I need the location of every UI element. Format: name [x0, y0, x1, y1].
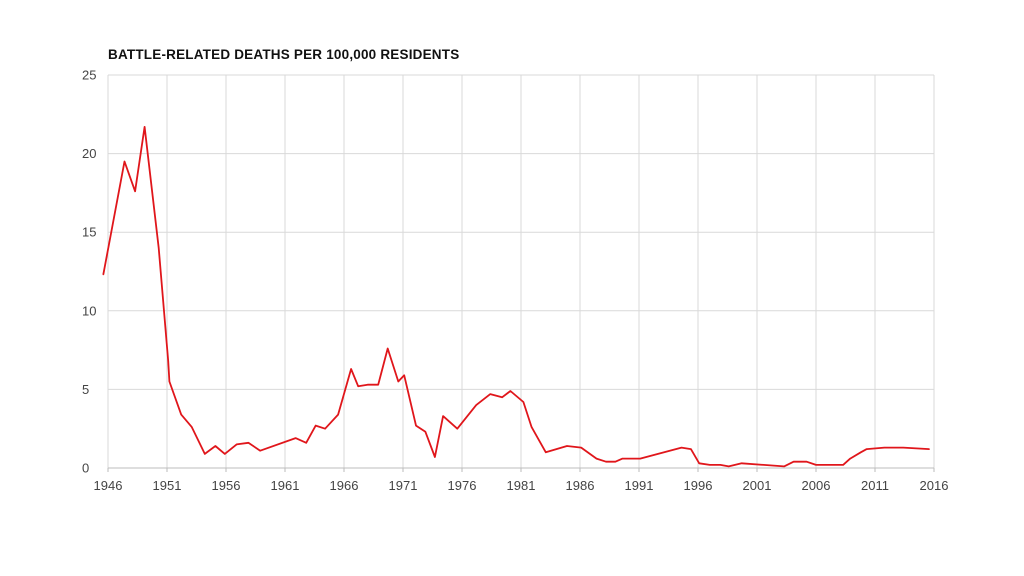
data-point	[815, 464, 817, 466]
x-tick-label: 2011	[861, 478, 889, 493]
data-point	[315, 424, 317, 427]
series-layer	[102, 126, 930, 468]
x-tick-label: 1971	[389, 478, 418, 493]
data-point	[295, 437, 297, 439]
x-tick-label: 2006	[802, 478, 831, 493]
data-point	[580, 446, 582, 449]
x-tick-label: 1961	[271, 478, 300, 493]
data-point	[134, 190, 136, 192]
data-point	[866, 448, 868, 450]
x-tick-label: 2016	[920, 478, 949, 493]
y-tick-label: 10	[82, 303, 96, 318]
data-point	[204, 453, 206, 455]
data-point	[102, 274, 104, 276]
data-point	[509, 390, 511, 392]
data-point	[337, 413, 339, 416]
y-tick-label: 5	[82, 382, 89, 397]
data-point	[522, 401, 524, 403]
series-line	[102, 126, 930, 468]
tick-labels: 0 5 10 15 20 25 1946 1951 1956 1961 1966 1971 1976 19…	[82, 68, 948, 494]
data-point	[424, 431, 427, 433]
data-point	[180, 413, 182, 416]
data-point	[545, 451, 547, 453]
data-point	[415, 424, 417, 427]
x-tick-label: 1991	[625, 478, 654, 493]
data-point	[377, 384, 379, 386]
data-point	[489, 393, 491, 395]
x-tick-label: 1966	[330, 478, 359, 493]
data-point	[387, 347, 389, 350]
chart-title: BATTLE-RELATED DEATHS PER 100,000 RESIDE…	[108, 47, 460, 62]
data-point	[805, 461, 808, 463]
data-point	[902, 446, 904, 449]
data-point	[595, 457, 598, 460]
y-tick-label: 25	[82, 68, 96, 83]
data-point	[849, 457, 851, 460]
data-point	[842, 464, 844, 466]
data-point	[741, 462, 743, 464]
data-point	[143, 126, 146, 128]
data-point	[305, 442, 307, 444]
x-tick-label: 1996	[684, 478, 713, 493]
data-point	[783, 465, 785, 468]
data-point	[621, 457, 624, 460]
grid	[107, 74, 935, 472]
x-tick-label: 2001	[743, 478, 772, 493]
x-tick-label: 1981	[507, 478, 536, 493]
data-point	[350, 368, 352, 370]
data-point	[247, 442, 250, 444]
data-point	[614, 461, 617, 463]
data-point	[928, 448, 930, 450]
x-tick-label: 1986	[566, 478, 595, 493]
data-point	[883, 446, 886, 449]
data-point	[367, 384, 369, 386]
data-point	[501, 396, 503, 398]
data-point	[690, 448, 692, 450]
data-point	[224, 453, 226, 455]
data-point	[680, 446, 683, 449]
data-point	[167, 360, 169, 362]
data-point	[236, 443, 238, 446]
data-point	[860, 451, 862, 453]
data-point	[259, 450, 261, 452]
x-tick-label: 1951	[153, 478, 182, 493]
data-point	[456, 428, 458, 430]
x-tick-label: 1946	[94, 478, 123, 493]
data-point	[158, 247, 160, 249]
data-point	[566, 445, 568, 447]
data-point	[191, 426, 193, 428]
data-point	[475, 404, 477, 406]
data-point	[728, 465, 730, 468]
data-point	[639, 457, 641, 460]
data-point	[719, 464, 722, 466]
y-tick-label: 0	[82, 461, 89, 476]
data-point	[403, 374, 405, 376]
data-point	[397, 380, 399, 383]
x-tick-label: 1976	[448, 478, 477, 493]
data-point	[324, 428, 326, 430]
data-point	[442, 415, 444, 417]
data-point	[357, 385, 359, 387]
data-point	[123, 160, 126, 163]
data-point	[605, 461, 607, 463]
data-point	[168, 380, 170, 383]
data-point	[709, 464, 711, 466]
data-point	[214, 445, 216, 447]
data-point	[792, 461, 795, 463]
y-tick-label: 15	[82, 225, 96, 240]
y-tick-label: 20	[82, 146, 96, 161]
data-point	[698, 462, 700, 464]
x-tick-label: 1956	[212, 478, 241, 493]
data-point	[531, 426, 533, 428]
data-point	[434, 456, 436, 458]
